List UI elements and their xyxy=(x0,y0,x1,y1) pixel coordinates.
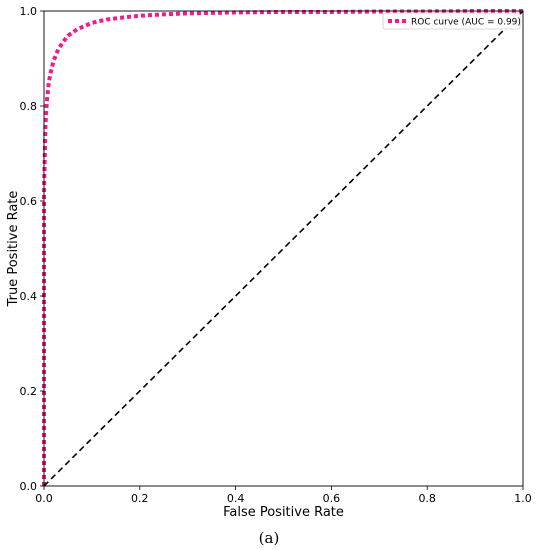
x-tick-label: 0.6 xyxy=(323,492,341,505)
x-tick-label: 0.2 xyxy=(131,492,149,505)
series-roc-curve xyxy=(42,9,523,486)
legend-box xyxy=(382,12,521,30)
y-tick-label: 0.4 xyxy=(20,290,38,303)
x-axis-label: False Positive Rate xyxy=(223,505,344,520)
x-tick-label: 1.0 xyxy=(514,492,532,505)
x-axis: 0.0 0.2 0.4 0.6 0.8 1.0 xyxy=(35,486,532,505)
y-tick-label: 0.0 xyxy=(20,480,38,493)
plot-area xyxy=(42,9,524,487)
y-tick-label: 0.8 xyxy=(20,100,38,113)
y-axis: 0.0 0.2 0.4 0.6 0.8 1.0 xyxy=(20,5,44,493)
legend-entry-roc: ROC curve (AUC = 0.99) xyxy=(411,18,521,28)
series-chance-line xyxy=(43,10,524,487)
y-tick-label: 0.2 xyxy=(20,385,38,398)
x-tick-label: 0.4 xyxy=(227,492,245,505)
x-tick-label: 0.8 xyxy=(418,492,436,505)
y-axis-label: True Positive Rate xyxy=(6,191,21,308)
legend: ROC curve (AUC = 0.99) xyxy=(382,12,521,30)
x-tick-label: 0.0 xyxy=(35,492,53,505)
figure-caption: (a) xyxy=(259,529,280,547)
y-tick-label: 1.0 xyxy=(20,5,38,18)
plot-frame xyxy=(43,10,524,487)
y-tick-label: 0.6 xyxy=(20,195,38,208)
